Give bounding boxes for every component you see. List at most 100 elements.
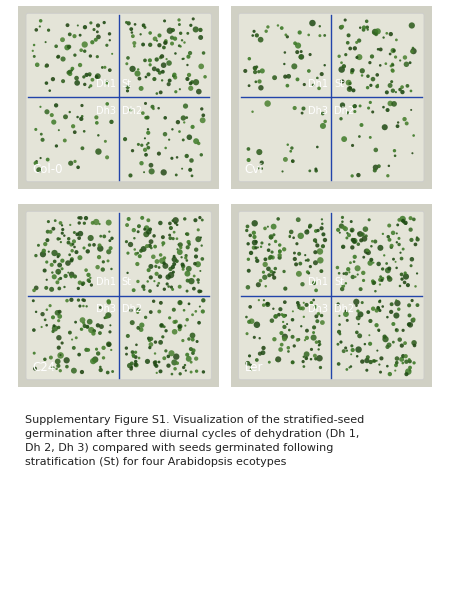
Point [183,251,190,260]
Point [370,278,377,288]
Point [298,52,305,62]
Point [30,325,37,335]
Point [76,60,84,70]
Point [157,250,164,260]
Point [294,335,301,344]
Point [394,121,401,131]
Point [127,240,134,250]
Point [157,367,164,376]
Point [171,70,178,80]
Point [282,311,289,320]
Point [184,229,191,239]
Point [138,246,145,256]
Point [200,296,207,305]
Point [170,305,177,314]
Point [59,225,66,235]
Point [169,125,176,134]
Point [380,33,387,43]
Point [55,316,62,325]
Point [193,245,200,254]
Point [351,44,359,53]
Point [289,358,296,367]
Point [342,306,350,316]
Point [182,366,189,376]
Point [412,239,419,249]
Point [344,229,351,238]
Point [79,316,86,325]
Point [41,266,48,275]
Point [177,240,184,250]
Point [261,295,268,305]
Point [257,83,265,92]
Point [65,238,72,247]
Point [124,86,131,95]
Point [64,258,72,268]
Point [78,367,86,377]
Point [353,301,360,310]
Point [162,38,169,47]
Point [318,69,325,79]
Point [108,233,116,243]
Point [195,318,203,328]
Point [252,253,260,263]
Point [167,223,175,233]
Point [138,325,145,334]
Point [80,301,87,311]
Point [184,242,191,252]
Point [32,125,40,134]
Point [79,280,86,289]
Point [403,370,410,379]
Point [172,87,180,97]
Point [405,367,412,376]
Point [82,214,90,223]
Point [272,236,279,246]
Point [104,256,112,266]
Point [305,268,312,278]
Point [393,354,400,364]
Point [361,234,368,244]
Point [157,298,164,308]
Point [189,335,196,344]
Point [54,234,62,244]
Point [284,319,291,329]
Point [361,340,369,349]
Point [50,117,57,127]
Point [387,98,394,108]
FancyBboxPatch shape [26,211,211,380]
Point [160,167,167,177]
Point [87,81,94,91]
Point [46,86,54,95]
Point [278,328,285,338]
Point [138,83,145,93]
Point [72,157,79,166]
Point [159,256,166,266]
Point [356,132,363,142]
Point [244,358,252,368]
Point [377,275,384,284]
Point [29,46,36,56]
Point [391,46,398,55]
Point [295,215,302,224]
Point [147,40,154,50]
FancyBboxPatch shape [10,0,227,196]
Point [364,83,371,92]
Point [350,86,357,95]
Point [59,76,67,86]
Point [299,280,306,289]
Point [290,233,297,242]
Point [294,298,302,308]
Point [75,295,82,305]
Point [161,253,168,263]
Point [193,354,200,364]
Point [276,253,283,262]
Point [258,158,265,167]
Point [63,296,71,305]
Point [322,116,329,126]
Point [318,223,325,233]
Point [161,16,168,26]
FancyBboxPatch shape [10,197,227,394]
Point [42,239,49,249]
Point [95,131,102,140]
Point [400,216,407,226]
Point [354,263,361,273]
